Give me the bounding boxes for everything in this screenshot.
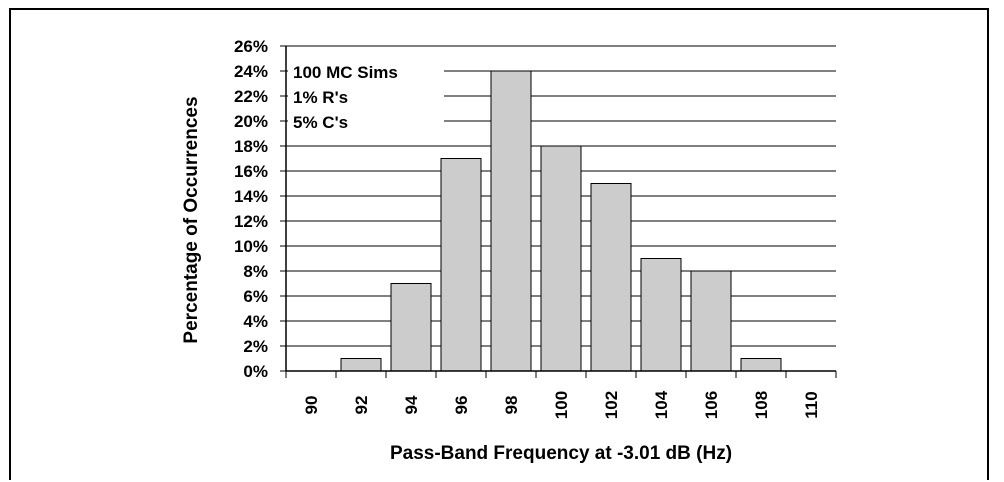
x-tick-label: 96: [452, 396, 471, 415]
axes: [285, 46, 837, 378]
x-tick-labels: 90 92 94 96 98 100 102 104 106 108 110: [302, 390, 821, 419]
annotation-box: [288, 59, 444, 137]
y-tick-label: 8%: [243, 262, 268, 281]
y-tick-label: 26%: [234, 37, 268, 56]
y-tick-label: 10%: [234, 237, 268, 256]
y-tick-label: 22%: [234, 87, 268, 106]
bar: [490, 70, 532, 372]
x-tick-label: 94: [402, 395, 421, 414]
y-tick-label: 24%: [234, 62, 268, 81]
x-tick-label: 92: [352, 396, 371, 415]
annotation-capacitors: 5% C's: [293, 113, 348, 132]
y-tick-label: 14%: [234, 187, 268, 206]
annotation-resistors: 1% R's: [293, 88, 348, 107]
y-tick-label: 18%: [234, 137, 268, 156]
y-tick-label: 20%: [234, 112, 268, 131]
y-tick-label: 12%: [234, 212, 268, 231]
x-tick-label: 98: [502, 396, 521, 415]
x-tick-label: 104: [652, 390, 671, 419]
y-tick-labels: 0% 2% 4% 6% 8% 10% 12% 14% 16% 18% 20% 22% 24% 26%: [234, 37, 268, 381]
bar: [390, 283, 432, 372]
chart-frame: [9, 8, 989, 480]
bar: [740, 358, 782, 372]
y-tick-label: 4%: [243, 312, 268, 331]
y-tick-label: 0%: [243, 362, 268, 381]
annotation-background: [288, 59, 444, 137]
bar: [590, 183, 632, 372]
x-tick-label: 108: [752, 391, 771, 419]
bars: [340, 70, 782, 372]
x-tick-label: 106: [702, 391, 721, 419]
bar: [340, 358, 382, 372]
bar: [440, 158, 482, 372]
bar: [690, 270, 732, 372]
x-tick-label: 90: [302, 396, 321, 415]
y-tick-label: 2%: [243, 337, 268, 356]
x-tick-label: 102: [602, 391, 621, 419]
bar: [640, 258, 682, 372]
y-axis-title: Percentage of Occurrences: [181, 96, 202, 343]
annotation-sims: 100 MC Sims: [293, 63, 398, 82]
x-axis-title: Pass-Band Frequency at -3.01 dB (Hz): [390, 443, 732, 464]
x-tick-label: 100: [552, 391, 571, 419]
y-tick-label: 16%: [234, 162, 268, 181]
x-tick-label: 110: [802, 391, 821, 418]
bar: [540, 145, 582, 372]
y-tick-label: 6%: [243, 287, 268, 306]
